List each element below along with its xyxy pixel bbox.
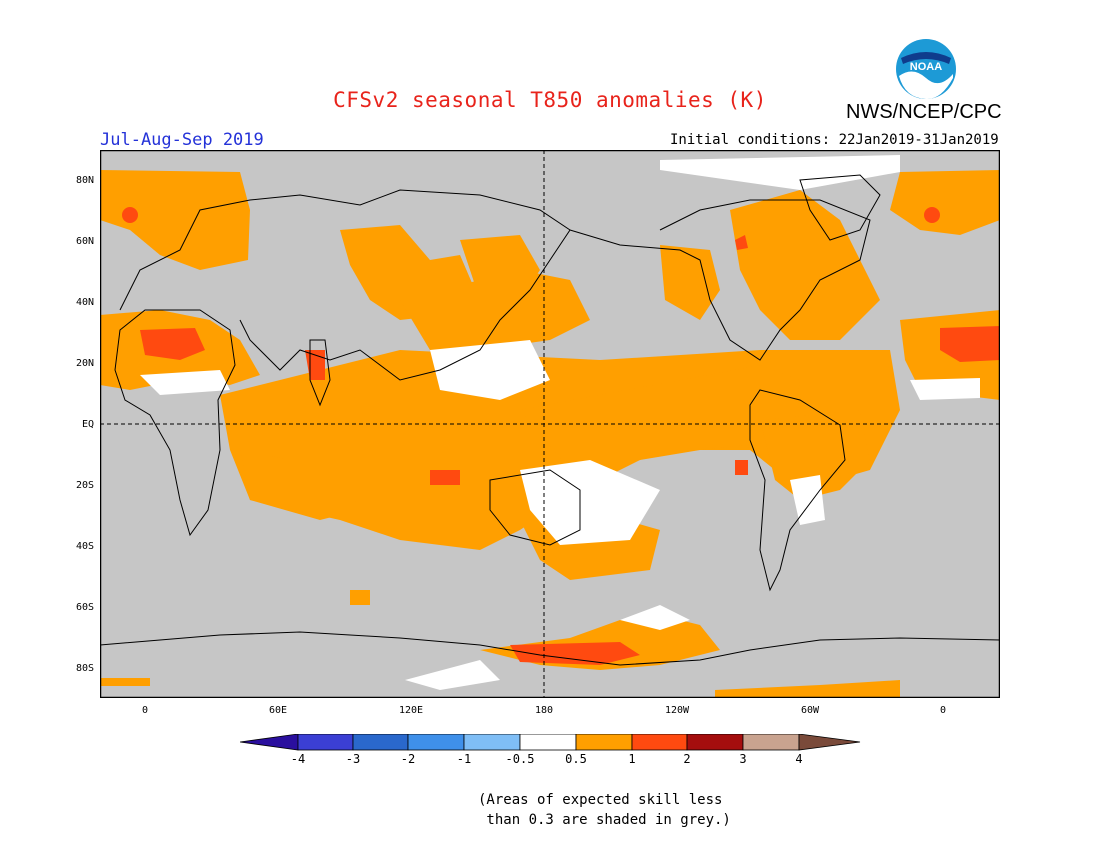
- anomaly-near-zero: [140, 155, 980, 690]
- anomaly-above-0-5: [100, 170, 1000, 698]
- lon-label: 180: [534, 705, 554, 716]
- legend-label: 0.5: [565, 752, 587, 766]
- lat-label: EQ: [81, 419, 94, 430]
- legend-swatch: [631, 734, 688, 751]
- legend-label: -3: [345, 752, 361, 766]
- lat-label: 60S: [75, 602, 94, 613]
- lon-label: 120E: [398, 705, 424, 716]
- forecast-period: Jul-Aug-Sep 2019: [100, 130, 264, 150]
- lat-label: 40S: [75, 541, 94, 552]
- legend-label: 3: [739, 752, 747, 766]
- lat-label: 80S: [75, 663, 94, 674]
- noaa-logo: NOAA: [895, 38, 957, 100]
- initial-conditions: Initial conditions: 22Jan2019-31Jan2019: [670, 132, 999, 148]
- lat-label: 20S: [75, 480, 94, 491]
- legend-label: 1: [628, 752, 636, 766]
- agency-label: NWS/NCEP/CPC: [846, 101, 1002, 123]
- legend-swatch: [686, 734, 744, 751]
- legend-swatch: [297, 734, 354, 751]
- lat-label: 20N: [75, 358, 94, 369]
- legend-swatch: [240, 734, 299, 751]
- legend-label: -1: [456, 752, 472, 766]
- legend-label: -4: [290, 752, 306, 766]
- legend-label: -2: [400, 752, 416, 766]
- map-title: CFSv2 seasonal T850 anomalies (K): [333, 88, 767, 112]
- anomaly-above-1: [122, 207, 1000, 665]
- lon-label: 0: [141, 705, 149, 716]
- legend-swatch: [742, 734, 800, 751]
- legend-swatch: [463, 734, 521, 751]
- legend-swatch: [407, 734, 465, 751]
- lat-label: 60N: [75, 236, 94, 247]
- lon-label: 60W: [800, 705, 820, 716]
- lat-label: 40N: [75, 297, 94, 308]
- color-legend: [240, 734, 862, 754]
- legend-swatch: [519, 734, 577, 751]
- legend-label: 4: [795, 752, 803, 766]
- lon-label: 60E: [268, 705, 288, 716]
- legend-label: -0.5: [505, 752, 535, 766]
- legend-swatch: [798, 734, 861, 751]
- legend-swatch: [575, 734, 633, 751]
- lon-label: 120W: [664, 705, 690, 716]
- anomaly-map: [100, 150, 1000, 698]
- lon-label: 0: [939, 705, 947, 716]
- skill-note: (Areas of expected skill less than 0.3 a…: [478, 792, 731, 828]
- legend-label: 2: [683, 752, 691, 766]
- svg-text:NOAA: NOAA: [910, 61, 942, 73]
- coastlines: [100, 174, 1000, 666]
- legend-swatch: [352, 734, 409, 751]
- lat-label: 80N: [75, 175, 94, 186]
